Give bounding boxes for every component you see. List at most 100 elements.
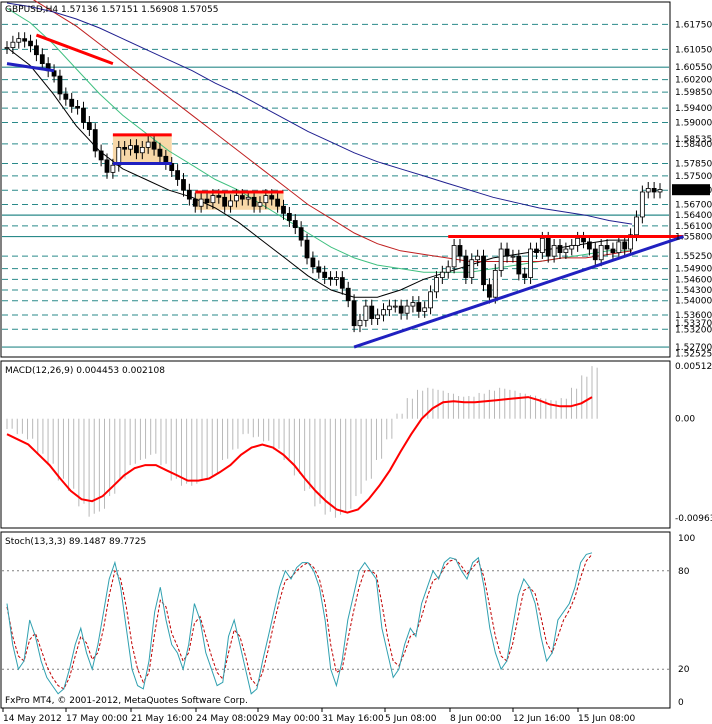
candle-body xyxy=(334,277,339,280)
time-axis-label: 12 Jun 16:00 xyxy=(513,714,570,724)
candle-body xyxy=(310,257,316,268)
candle-body xyxy=(10,41,16,48)
candle-body xyxy=(634,216,639,236)
candle-body xyxy=(63,93,69,100)
stoch-axis-label: 80 xyxy=(678,567,690,577)
candle-body xyxy=(39,54,45,65)
macd-axis-label: 0.00 xyxy=(675,415,695,425)
macd-label: MACD(12,26,9) 0.004453 0.002108 xyxy=(5,366,165,376)
candle-body xyxy=(575,237,581,246)
candle-body xyxy=(534,248,539,253)
price-axis-label: 1.57100 xyxy=(675,186,712,196)
candle-body xyxy=(57,75,63,95)
price-axis-label: 1.56400 xyxy=(675,211,712,221)
macd-signal-line xyxy=(6,396,593,514)
time-axis-labels: 14 May 2012 17 May 00:00 21 May 16:00 24 Ma… xyxy=(2,708,635,724)
candle-body xyxy=(98,150,104,161)
price-axis-label: 1.54600 xyxy=(675,275,712,285)
candle-body xyxy=(457,245,463,257)
macd-axis-label: 0.00512 xyxy=(675,362,712,372)
macd-histogram xyxy=(6,366,598,518)
time-axis-label: 21 May 16:00 xyxy=(131,714,193,724)
candle-body xyxy=(75,106,80,109)
candle-body xyxy=(104,159,110,173)
candle-body xyxy=(286,212,292,221)
price-axis-label: 1.56100 xyxy=(675,222,712,232)
candle-body xyxy=(116,147,122,166)
time-axis-label: 31 May 16:00 xyxy=(322,714,384,724)
moving-average-line xyxy=(32,0,633,262)
candle-body xyxy=(375,314,381,319)
moving-averages xyxy=(6,0,633,298)
candle-body xyxy=(110,164,116,173)
candle-body xyxy=(416,302,422,312)
price-panel[interactable]: 1.61750 1.61050 1.60550 1.60200 1.59850 1.594… xyxy=(0,0,712,359)
candle-body xyxy=(16,38,22,43)
stoch-axis-label: 0 xyxy=(678,698,684,708)
trendlines xyxy=(6,33,685,349)
current-price-marker xyxy=(672,184,710,196)
time-axis-label: 24 May 08:00 xyxy=(196,714,258,724)
candle-body xyxy=(545,237,551,257)
candle-body xyxy=(381,309,386,316)
candle-body xyxy=(304,239,310,259)
stoch-main-line xyxy=(6,552,593,695)
price-axis-label: 1.54300 xyxy=(675,286,712,296)
candle-body xyxy=(563,248,569,253)
time-axis-label: 14 May 2012 xyxy=(3,714,62,724)
candle-body xyxy=(651,188,657,193)
stoch-panel[interactable]: 100 80 20 0 Stoch(13,3,3) 89.1487 89.7725 F… xyxy=(0,531,695,709)
candle-body xyxy=(269,195,275,200)
candle-body xyxy=(592,248,598,261)
candle-body xyxy=(551,245,557,257)
candle-body xyxy=(581,237,586,243)
candle-body xyxy=(510,255,516,258)
candle-body xyxy=(192,198,198,207)
candle-body xyxy=(263,195,269,204)
price-axis-label: 1.56700 xyxy=(675,200,712,210)
time-axis-label: 17 May 00:00 xyxy=(66,714,128,724)
candle-body xyxy=(92,129,98,152)
candle-body xyxy=(610,248,616,253)
time-axis-label: 5 Jun 08:00 xyxy=(385,714,437,724)
candle-body xyxy=(86,122,92,130)
candle-body xyxy=(322,271,328,278)
price-axis-label: 1.61050 xyxy=(675,45,712,55)
price-axis-label: 1.59850 xyxy=(675,88,712,98)
candle-body xyxy=(228,200,233,207)
macd-signal-line xyxy=(6,396,593,514)
candle-body xyxy=(404,305,410,314)
price-axis-label: 1.57850 xyxy=(675,159,712,169)
candle-body xyxy=(369,305,375,319)
candle-body xyxy=(445,266,451,273)
price-axis-label: 1.58535 xyxy=(675,135,712,145)
price-axis-label: 1.59000 xyxy=(675,118,712,128)
macd-axis-labels: 0.00512 0.00 -0.00963 xyxy=(675,362,712,524)
candle-body xyxy=(569,245,575,250)
stoch-axis-label: 20 xyxy=(678,665,690,675)
candle-body xyxy=(339,277,345,289)
macd-axis-label: -0.00963 xyxy=(675,514,712,524)
candle-body xyxy=(616,241,622,253)
time-axis-label: 8 Jun 00:00 xyxy=(450,714,502,724)
price-axis-label: 1.55250 xyxy=(675,252,712,262)
candle-body xyxy=(145,141,151,148)
candle-body xyxy=(498,248,504,271)
candle-body xyxy=(598,245,604,261)
candle-body xyxy=(557,245,563,253)
price-axis-label: 1.52525 xyxy=(675,349,712,359)
price-axis-label: 1.52700 xyxy=(675,343,712,353)
candle-body xyxy=(434,277,439,293)
price-axis-label: 1.60550 xyxy=(675,63,712,73)
candle-body xyxy=(151,141,157,150)
support-trendline xyxy=(6,62,55,73)
candle-body xyxy=(281,205,286,214)
candle-body xyxy=(439,271,445,278)
candle-body xyxy=(234,195,239,202)
macd-panel[interactable]: 0.00512 0.00 -0.00963 MACD(12,26,9) 0.0044… xyxy=(0,360,712,529)
candle-body xyxy=(257,202,263,207)
candle-body xyxy=(198,198,204,207)
candle-body xyxy=(628,234,633,250)
time-axis-label: 15 Jun 08:00 xyxy=(578,714,635,724)
candle-body xyxy=(522,273,528,278)
